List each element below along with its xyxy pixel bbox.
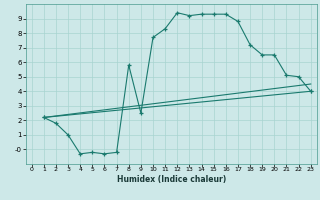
X-axis label: Humidex (Indice chaleur): Humidex (Indice chaleur) [116, 175, 226, 184]
